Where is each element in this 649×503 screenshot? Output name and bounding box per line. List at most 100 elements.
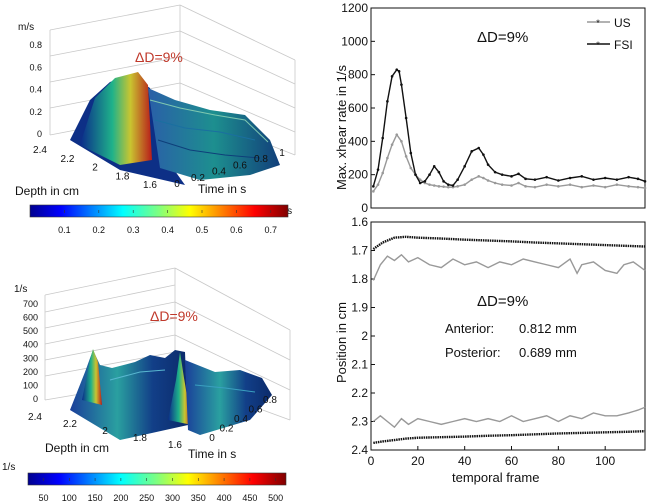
depth-tick-label: 2.2 [61, 154, 75, 165]
colorbar-tick-label: 300 [165, 493, 180, 503]
colorbar-tick-label: 0.2 [93, 225, 106, 235]
y-tick-label: 600 [348, 101, 368, 115]
y-tick-label: 200 [348, 168, 368, 182]
y-tick-label: 2.3 [351, 415, 368, 429]
data-point-fsi [486, 163, 490, 166]
time-ticks: 0 0.20.40.60.8 [209, 395, 277, 444]
data-point-fsi [409, 151, 413, 155]
data-point-us [400, 140, 403, 143]
data-point-us [486, 179, 490, 182]
z-unit-label: 1/s [14, 284, 27, 295]
y-axis-ticks: 0 200 400 600 800 1000 1200 [341, 1, 375, 215]
y-tick-label: 1200 [341, 1, 368, 15]
data-point-us [428, 183, 431, 186]
data-point-fsi [627, 175, 630, 179]
colorbar-unit: 1/s [2, 462, 15, 473]
data-point-fsi [432, 165, 436, 168]
data-point-fsi [533, 178, 537, 181]
data-point-fsi [517, 172, 520, 176]
z-tick-label: 0 [37, 129, 42, 139]
z-axis-ticks: 0 0.2 0.4 0.6 0.8 [29, 40, 42, 139]
data-point-us [432, 184, 436, 187]
data-point-fsi [592, 178, 595, 181]
z-unit-label: m/s [18, 22, 34, 33]
z-tick-label: 0.2 [29, 107, 42, 117]
ylabel: Max. xhear rate in 1/s [334, 65, 349, 190]
xlabel: temporal frame [452, 470, 539, 485]
y-tick-label: 1000 [341, 34, 368, 48]
legend-marker-us: * [596, 18, 600, 28]
shear-surface [70, 349, 272, 440]
time-tick-label: 0 [174, 179, 180, 190]
data-point-fsi [397, 70, 401, 73]
time-tick-label: 0.2 [191, 173, 205, 184]
series-line-fsi [372, 68, 646, 187]
depth-tick-label: 2.4 [33, 145, 47, 156]
time-tick-label: 0.4 [234, 414, 248, 425]
x-axis-ticks: 0 20 40 60 80 100 [368, 446, 616, 468]
data-point-us [409, 166, 413, 170]
colorbar-tick-label: 0.7 [265, 225, 278, 235]
time-tick-label: 0.6 [249, 405, 263, 416]
colorbar-tick-label: 400 [217, 493, 232, 503]
data-point-fsi [390, 75, 394, 78]
data-point-us [636, 185, 640, 189]
data-point-fsi [400, 83, 403, 86]
data-point-us [404, 155, 408, 158]
data-point-us [376, 183, 380, 186]
data-point-us [463, 183, 466, 186]
legend: * US * FSI [587, 16, 633, 52]
colorbar-tick-label: 450 [242, 493, 257, 503]
y-tick-label: 1.9 [351, 301, 368, 315]
data-point-us [643, 186, 647, 190]
series-line-us [372, 133, 646, 192]
x-tick-label: 20 [411, 454, 425, 468]
depth-tick-label: 2.2 [63, 419, 77, 430]
depth-tick-label: 2 [102, 426, 108, 437]
depth-ticks: 2.4 2.2 2 1.8 1.6 [33, 145, 157, 191]
data-point-us [627, 185, 630, 188]
series-group [372, 235, 646, 445]
y-axis-ticks: 1.6 1.7 1.8 1.9 2 2.1 2.2 2.3 2.4 [351, 215, 375, 457]
data-point-fsi [437, 170, 441, 174]
time-tick-label: 0 [209, 433, 215, 444]
depth-tick-label: 1.8 [116, 171, 130, 182]
box-grid [44, 267, 291, 421]
data-point-fsi [557, 179, 560, 182]
data-point-fsi [643, 180, 647, 183]
legend-label-us: US [614, 16, 631, 30]
depth-tick-label: 1.6 [168, 440, 182, 451]
data-point-us [381, 171, 385, 175]
time-tick-label: 0.8 [263, 395, 277, 406]
z-tick-label: 0.6 [29, 62, 42, 72]
data-point-us [510, 184, 513, 187]
data-point-us [533, 185, 537, 189]
posterior-value: 0.689 mm [519, 345, 577, 360]
data-point-fsi [493, 170, 497, 174]
anterior-value: 0.812 mm [519, 321, 577, 336]
xlabel: Time in s [188, 447, 236, 461]
data-point-fsi [423, 180, 427, 183]
y-tick-label: 0 [361, 201, 368, 215]
time-tick-label: 0.6 [233, 160, 247, 171]
data-point-us [568, 183, 572, 186]
data-point-us [395, 133, 399, 136]
position-series-line [372, 253, 646, 281]
data-point-us [482, 176, 485, 180]
colorbar-tick-label: 200 [113, 493, 128, 503]
z-axis-ticks: 0 100 200 300 400 500 600 700 [23, 299, 38, 404]
data-point-fsi [381, 136, 385, 140]
z-tick-label: 0.8 [29, 40, 42, 50]
x-tick-label: 0 [368, 454, 375, 468]
z-tick-label: 500 [23, 326, 38, 336]
colorbar-tick-label: 0.6 [230, 225, 243, 235]
z-tick-label: 0 [33, 394, 38, 404]
y-tick-label: 1.7 [351, 244, 368, 258]
xlabel: Time in s [198, 182, 246, 196]
data-point-us [557, 185, 560, 188]
data-point-us [477, 175, 481, 178]
data-point-us [390, 143, 394, 146]
data-point-fsi [456, 178, 459, 181]
